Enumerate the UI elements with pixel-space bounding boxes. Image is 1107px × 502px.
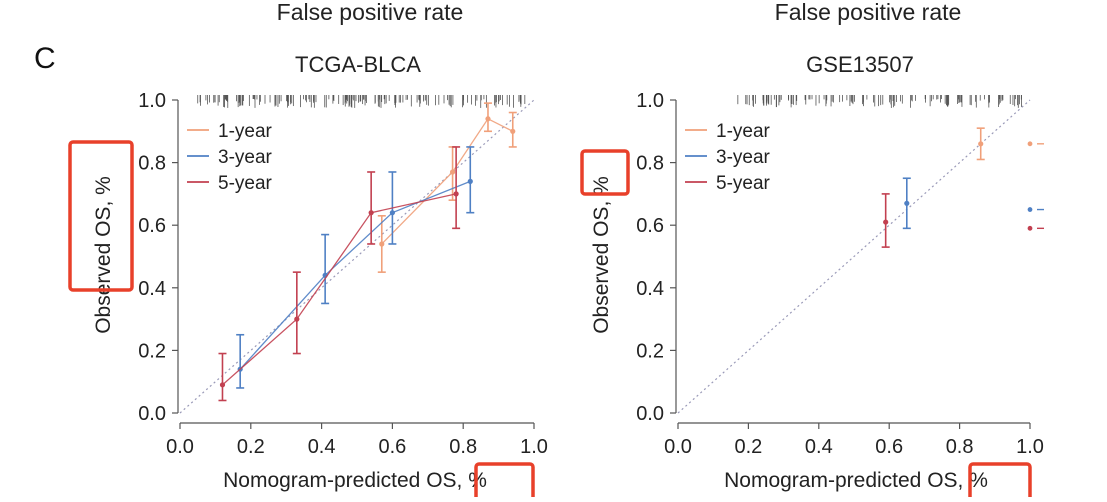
data-point (294, 316, 300, 322)
y-unit-highlight-box (68, 140, 134, 292)
header-fragment-right: False positive rate (775, 0, 962, 25)
legend-label: 5-year (716, 173, 771, 194)
y-tick-label: 0.4 (636, 278, 664, 300)
chart-panel-gse13507: GSE13507 0.0 0.2 0.4 0.6 0.8 1.0 0.0 0.2 0.4 0.6 0.… (580, 52, 1044, 502)
y-tick-label: 1.0 (138, 90, 166, 112)
series-line (381, 117, 514, 245)
series-5-year (881, 193, 1044, 248)
y-axis-label: Observed OS, % (92, 176, 115, 334)
chart-title: GSE13507 (806, 52, 914, 77)
x-tick-label: 1.0 (1016, 436, 1044, 458)
series-3-year (236, 146, 475, 389)
x-tick-label: 0.4 (805, 436, 833, 458)
edge-point (1027, 141, 1033, 147)
chart-panels: TCGA-BLCA 0.0 0.2 0.4 0.6 0.8 1.0 0.0 0.2 0.4 0.6 0… (68, 52, 1044, 502)
data-point (904, 200, 910, 206)
data-point (368, 210, 374, 216)
data-point (510, 128, 516, 134)
y-tick-label: 1.0 (636, 90, 664, 112)
x-unit-highlight-box (968, 462, 1032, 502)
legend-label: 5-year (218, 173, 273, 194)
data-point (883, 219, 889, 225)
reference-diagonal (179, 99, 535, 414)
data-point (449, 169, 456, 175)
x-tick-label: 1.0 (520, 436, 548, 458)
x-unit-highlight-box (474, 462, 535, 502)
legend: 1-year 3-year 5-year (187, 121, 273, 194)
edge-point (1027, 225, 1033, 231)
legend: 1-year 3-year 5-year (685, 121, 771, 194)
y-tick-label: 0.0 (138, 403, 166, 425)
legend-label: 3-year (716, 147, 771, 168)
y-tick-label: 0.6 (636, 215, 664, 237)
legend-label: 3-year (218, 147, 273, 168)
y-tick-label: 0.8 (636, 153, 664, 175)
legend-label: 1-year (218, 121, 273, 142)
x-tick-label: 0.6 (378, 436, 406, 458)
series-1-year (377, 102, 517, 273)
panel-letter: C (34, 42, 56, 75)
y-tick-label: 0.2 (138, 340, 166, 362)
x-tick-label: 0.2 (734, 436, 762, 458)
series-1-year (976, 127, 1044, 161)
x-tick-label: 0.2 (237, 436, 265, 458)
x-tick-label: 0.0 (664, 436, 692, 458)
data-point (485, 116, 491, 122)
chart-panel-tcga-blca: TCGA-BLCA 0.0 0.2 0.4 0.6 0.8 1.0 0.0 0.2 0.4 0.6 0… (68, 52, 548, 502)
series-line (239, 180, 471, 370)
y-tick-label: 0.0 (636, 403, 664, 425)
data-point (379, 241, 385, 247)
x-tick-label: 0.4 (308, 436, 336, 458)
legend-label: 1-year (716, 121, 771, 142)
rug-marks (737, 95, 1022, 108)
y-axis-label: Observed OS, % (590, 176, 613, 334)
y-tick-label: 0.2 (636, 340, 664, 362)
y-tick-label: 0.6 (138, 215, 166, 237)
data-point (389, 210, 395, 216)
edge-point (1027, 207, 1033, 212)
data-point (978, 141, 984, 147)
y-tick-label: 0.4 (138, 278, 166, 300)
x-tick-label: 0.6 (875, 436, 903, 458)
chart-title: TCGA-BLCA (295, 52, 421, 77)
x-axis-label: Nomogram-predicted OS, % (724, 469, 988, 492)
x-tick-label: 0.8 (449, 436, 477, 458)
x-axis-label: Nomogram-predicted OS, % (223, 469, 487, 492)
x-tick-label: 0.8 (946, 436, 974, 458)
series-line (222, 193, 457, 386)
x-tick-label: 0.0 (166, 436, 194, 458)
y-tick-label: 0.8 (138, 153, 166, 175)
rug-marks (197, 95, 526, 108)
data-point (453, 191, 459, 197)
header-fragment-left: False positive rate (277, 0, 464, 25)
data-point (219, 382, 226, 388)
y-unit-highlight-box (580, 149, 630, 196)
reference-diagonal (677, 99, 1031, 414)
series-3-year (902, 177, 1044, 230)
series-5-year (218, 146, 461, 402)
data-point (467, 178, 473, 184)
